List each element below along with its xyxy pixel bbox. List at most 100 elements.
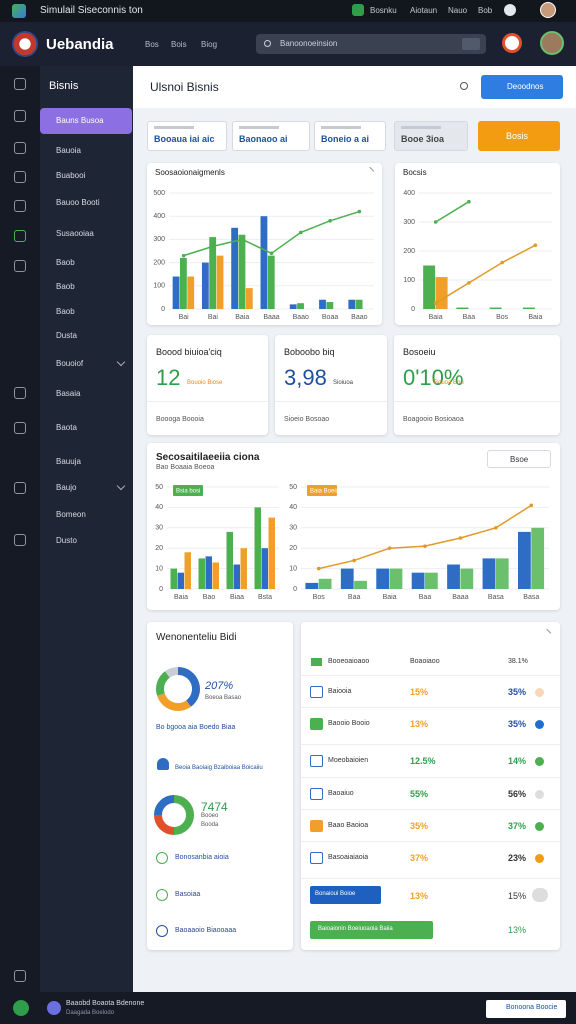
row-name[interactable]: Moeobaioien <box>328 757 369 764</box>
bar <box>172 276 180 309</box>
toggle[interactable] <box>532 888 548 902</box>
card: Bocsis 0 100 200 300 400 Baia Baa Bos Baia <box>395 163 560 325</box>
item-text[interactable]: Baoaaoio Biaooaaa <box>175 927 237 934</box>
row-value: 13% <box>508 925 527 935</box>
chart: Soosaoionaigmenls 0 100 200 300 400 500 Bai Bai B… <box>153 168 374 321</box>
sidebar-item[interactable]: Buabooi <box>56 171 86 180</box>
sidebar-item[interactable]: Bomeon <box>56 510 86 519</box>
rail-icon[interactable] <box>14 482 26 494</box>
filter[interactable]: Baonaoo ai <box>232 121 310 151</box>
sidebar-item[interactable]: Susaooiaa <box>56 229 94 238</box>
rail-icon[interactable] <box>14 260 26 272</box>
row-name[interactable]: Basoaiaiaoia <box>328 854 369 861</box>
filter-label <box>154 126 194 129</box>
row-icon <box>310 686 323 698</box>
sidebar-active[interactable]: Bauns Busoa <box>40 108 132 134</box>
table-button[interactable]: Baioaionin Boeiuoaoia Baiia <box>310 921 433 939</box>
kpi-divider <box>394 401 560 402</box>
link[interactable]: Bo bgooa aia Boedo Biaa <box>156 724 236 731</box>
rail-icon[interactable] <box>14 970 26 982</box>
sidebar-item[interactable]: Baob <box>56 282 75 291</box>
row-line <box>301 744 560 745</box>
rail-icon[interactable] <box>14 387 26 399</box>
kpi-divider <box>275 401 387 402</box>
item-text[interactable]: Bonosanbia aioia <box>175 854 229 861</box>
row-name[interactable]: Baiooia <box>328 688 352 695</box>
sidebar-item[interactable]: Bauoo Booti <box>56 198 100 207</box>
line-point <box>328 219 332 223</box>
x-tick-label: Baao <box>351 314 367 321</box>
bar <box>205 556 212 589</box>
table-button[interactable]: Bonaioui Boioe <box>310 886 381 904</box>
card: Wenonenteliu Bidi 207% Boeoa Basao Bo bgooa… <box>147 622 293 950</box>
sidebar-item[interactable]: Baob <box>56 258 75 267</box>
row-name[interactable]: Baoaiuo <box>328 790 354 797</box>
rail-icon[interactable] <box>14 534 26 546</box>
window-bar <box>0 0 576 22</box>
search-box[interactable]: Banoonoeinsion <box>256 34 486 54</box>
select[interactable]: Bsoe <box>487 450 551 468</box>
sidebar-section: Bisnis <box>49 80 79 92</box>
rail-icon[interactable] <box>14 78 26 90</box>
footer-button[interactable]: Bonoona Boocie <box>486 1000 566 1018</box>
nav-link[interactable]: Biog <box>201 40 218 49</box>
y-tick-label: 40 <box>155 504 163 511</box>
rail-icon[interactable] <box>14 422 26 434</box>
row-value: 13% <box>410 719 429 729</box>
apply-button[interactable]: Bosis <box>478 121 560 151</box>
donut-segment <box>177 667 200 707</box>
sidebar-item[interactable]: Dusta <box>56 331 77 340</box>
bar <box>495 558 509 589</box>
kpi-divider <box>147 401 268 402</box>
notification[interactable] <box>502 33 522 53</box>
kpi-card: Bosoeiu 0'10% Bouoa Bou Boagooio Bosioaoa <box>394 335 560 435</box>
nav-link[interactable]: Bos <box>145 40 159 49</box>
sidebar-item[interactable]: Baujo <box>56 483 77 492</box>
bar <box>254 507 261 589</box>
app-icon <box>12 4 26 18</box>
sidebar-item[interactable]: Baota <box>56 423 77 432</box>
status-dot <box>535 822 544 831</box>
kpi-note: Bouoio Biose <box>187 380 223 386</box>
sidebar-item[interactable]: Dusto <box>56 536 77 545</box>
filter[interactable]: Booe 3ioa <box>394 121 468 151</box>
rail-icon[interactable] <box>14 171 26 183</box>
card-title: Wenonenteliu Bidi <box>156 632 237 643</box>
kpi-note: Bouoa Bou <box>434 380 464 386</box>
status-dot <box>535 757 544 766</box>
x-tick-label: Basa <box>488 594 504 601</box>
nav-link[interactable]: Bois <box>171 40 187 49</box>
search-button <box>462 38 480 50</box>
chart: Bocsis 0 100 200 300 400 Baia Baa Bos Baia <box>403 168 552 321</box>
sidebar-item[interactable]: Bauoia <box>56 146 81 155</box>
window-menu[interactable]: Bob <box>478 6 493 15</box>
sidebar-item[interactable]: Bauuja <box>56 457 81 466</box>
sidebar-item[interactable]: Bouoiof <box>56 359 84 368</box>
bar <box>319 299 326 309</box>
primary-button[interactable]: Deoodnos <box>481 75 563 99</box>
y-tick-label: 300 <box>153 236 165 243</box>
window-close[interactable] <box>504 4 516 16</box>
row-name[interactable]: Baooio Booio <box>328 720 370 727</box>
rail-icon[interactable] <box>14 142 26 154</box>
rail-icon[interactable] <box>14 230 26 242</box>
line-point <box>211 244 215 249</box>
line-point <box>269 251 274 256</box>
line-point <box>423 544 427 548</box>
item-text[interactable]: Basoiaa <box>175 891 201 898</box>
row-value: 37% <box>410 853 429 863</box>
profile[interactable] <box>540 31 564 55</box>
row-name[interactable]: Baao Baoioa <box>328 822 369 829</box>
window-menu[interactable]: Nauo <box>448 6 468 15</box>
filter[interactable]: Boneio a ai <box>314 121 386 151</box>
rail-icon[interactable] <box>14 200 26 212</box>
filter[interactable]: Booaua iai aic <box>147 121 227 151</box>
sidebar-item[interactable]: Basaia <box>56 389 81 398</box>
rail-icon[interactable] <box>14 110 26 122</box>
sidebar-item[interactable]: Baob <box>56 307 75 316</box>
row-line <box>301 841 560 842</box>
window-menu[interactable]: Aiotaun <box>410 6 438 15</box>
settings-icon[interactable] <box>460 82 468 90</box>
window-menu[interactable]: Bosnku <box>370 6 397 15</box>
close[interactable] <box>542 628 552 638</box>
